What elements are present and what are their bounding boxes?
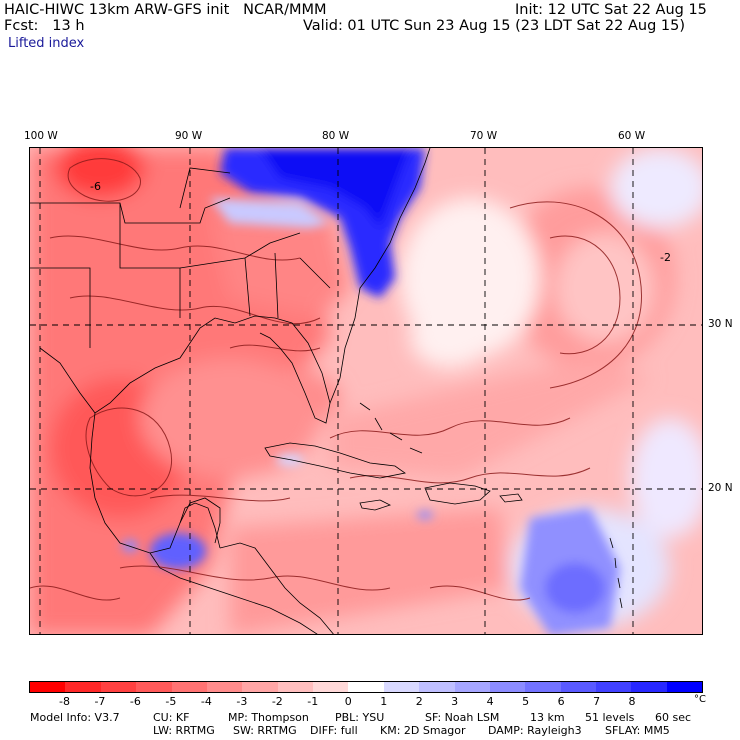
- colorbar-cell: [242, 682, 278, 692]
- colorbar-tick-label: 4: [486, 695, 494, 708]
- lifted-index-map: -6 -2: [29, 147, 703, 635]
- footer-sf: SF: Noah LSM: [425, 711, 500, 724]
- lon-label-80w: 80 W: [322, 130, 350, 142]
- colorbar-cell: [454, 682, 490, 692]
- colorbar-cell: [419, 682, 455, 692]
- footer-diff: DIFF: full: [310, 724, 358, 737]
- lat-label-20n: 20 N: [708, 482, 733, 494]
- lon-label-100w: 100 W: [24, 130, 58, 142]
- colorbar-tick-label: -7: [94, 695, 106, 708]
- colorbar-tick-label: -6: [129, 695, 141, 708]
- colorbar-cell: [30, 682, 66, 692]
- contour-label-minus2: -2: [660, 251, 671, 264]
- colorbar-cell: [525, 682, 561, 692]
- colorbar-cell: [65, 682, 101, 692]
- valid-time: Valid: 01 UTC Sun 23 Aug 15 (23 LDT Sat …: [303, 18, 685, 34]
- colorbar-tick-label: 2: [415, 695, 423, 708]
- colorbar-cell: [277, 682, 313, 692]
- map-canvas: -6 -2: [30, 148, 702, 634]
- field-name: Lifted index: [8, 36, 85, 51]
- lon-label-90w: 90 W: [175, 130, 203, 142]
- colorbar-cell: [171, 682, 207, 692]
- colorbar-tick-label: -3: [236, 695, 248, 708]
- colorbar-tick-label: 3: [451, 695, 459, 708]
- footer-damp: DAMP: Rayleigh3: [488, 724, 582, 737]
- init-time: Init: 12 UTC Sat 22 Aug 15: [515, 2, 707, 18]
- lat-label-30n: 30 N: [708, 318, 733, 330]
- footer-sw: SW: RRTMG: [233, 724, 297, 737]
- contour-lines: [30, 158, 642, 601]
- colorbar-cell: [631, 682, 667, 692]
- colorbar-tick-label: 6: [557, 695, 565, 708]
- contour-label-minus6: -6: [90, 180, 101, 193]
- colorbar-cell: [560, 682, 596, 692]
- footer-model-info: Model Info: V3.7: [30, 711, 120, 724]
- colorbar-tick-label: -2: [271, 695, 283, 708]
- colorbar-unit: °C: [694, 694, 706, 705]
- colorbar-tick-label: -1: [307, 695, 319, 708]
- stable-regions: [122, 148, 620, 634]
- colorbar-tick-label: -5: [165, 695, 177, 708]
- footer-sflay: SFLAY: MM5: [605, 724, 670, 737]
- lon-label-60w: 60 W: [618, 130, 646, 142]
- colorbar-tick-label: -8: [58, 695, 70, 708]
- colorbar-cell: [596, 682, 632, 692]
- forecast-hour: Fcst: 13 h: [4, 18, 85, 34]
- model-title: HAIC-HIWC 13km ARW-GFS init NCAR/MMM: [4, 2, 327, 18]
- colorbar: [29, 681, 703, 693]
- colorbar-cell: [313, 682, 349, 692]
- lon-label-70w: 70 W: [470, 130, 498, 142]
- footer-timestep: 60 sec: [655, 711, 692, 724]
- footer-pbl: PBL: YSU: [335, 711, 385, 724]
- colorbar-cell: [136, 682, 172, 692]
- footer-lw: LW: RRTMG: [153, 724, 215, 737]
- colorbar-cell: [489, 682, 526, 692]
- colorbar-tick-label: 1: [380, 695, 388, 708]
- colorbar-tick-label: 5: [522, 695, 530, 708]
- colorbar-tick-label: -4: [200, 695, 212, 708]
- colorbar-tick-label: 7: [593, 695, 601, 708]
- coastlines: [30, 148, 623, 634]
- colorbar-tick-label: 8: [628, 695, 636, 708]
- colorbar-cell: [383, 682, 420, 692]
- colorbar-cell: [666, 682, 703, 692]
- footer-mp: MP: Thompson: [228, 711, 309, 724]
- footer-km: KM: 2D Smagor: [380, 724, 466, 737]
- colorbar-cell: [348, 682, 384, 692]
- footer-cu: CU: KF: [153, 711, 190, 724]
- colorbar-tick-label: 0: [344, 695, 352, 708]
- colorbar-cell: [206, 682, 243, 692]
- footer-levels: 51 levels: [585, 711, 635, 724]
- lat-lon-grid: [30, 148, 702, 634]
- footer-resolution: 13 km: [530, 711, 565, 724]
- colorbar-cell: [100, 682, 137, 692]
